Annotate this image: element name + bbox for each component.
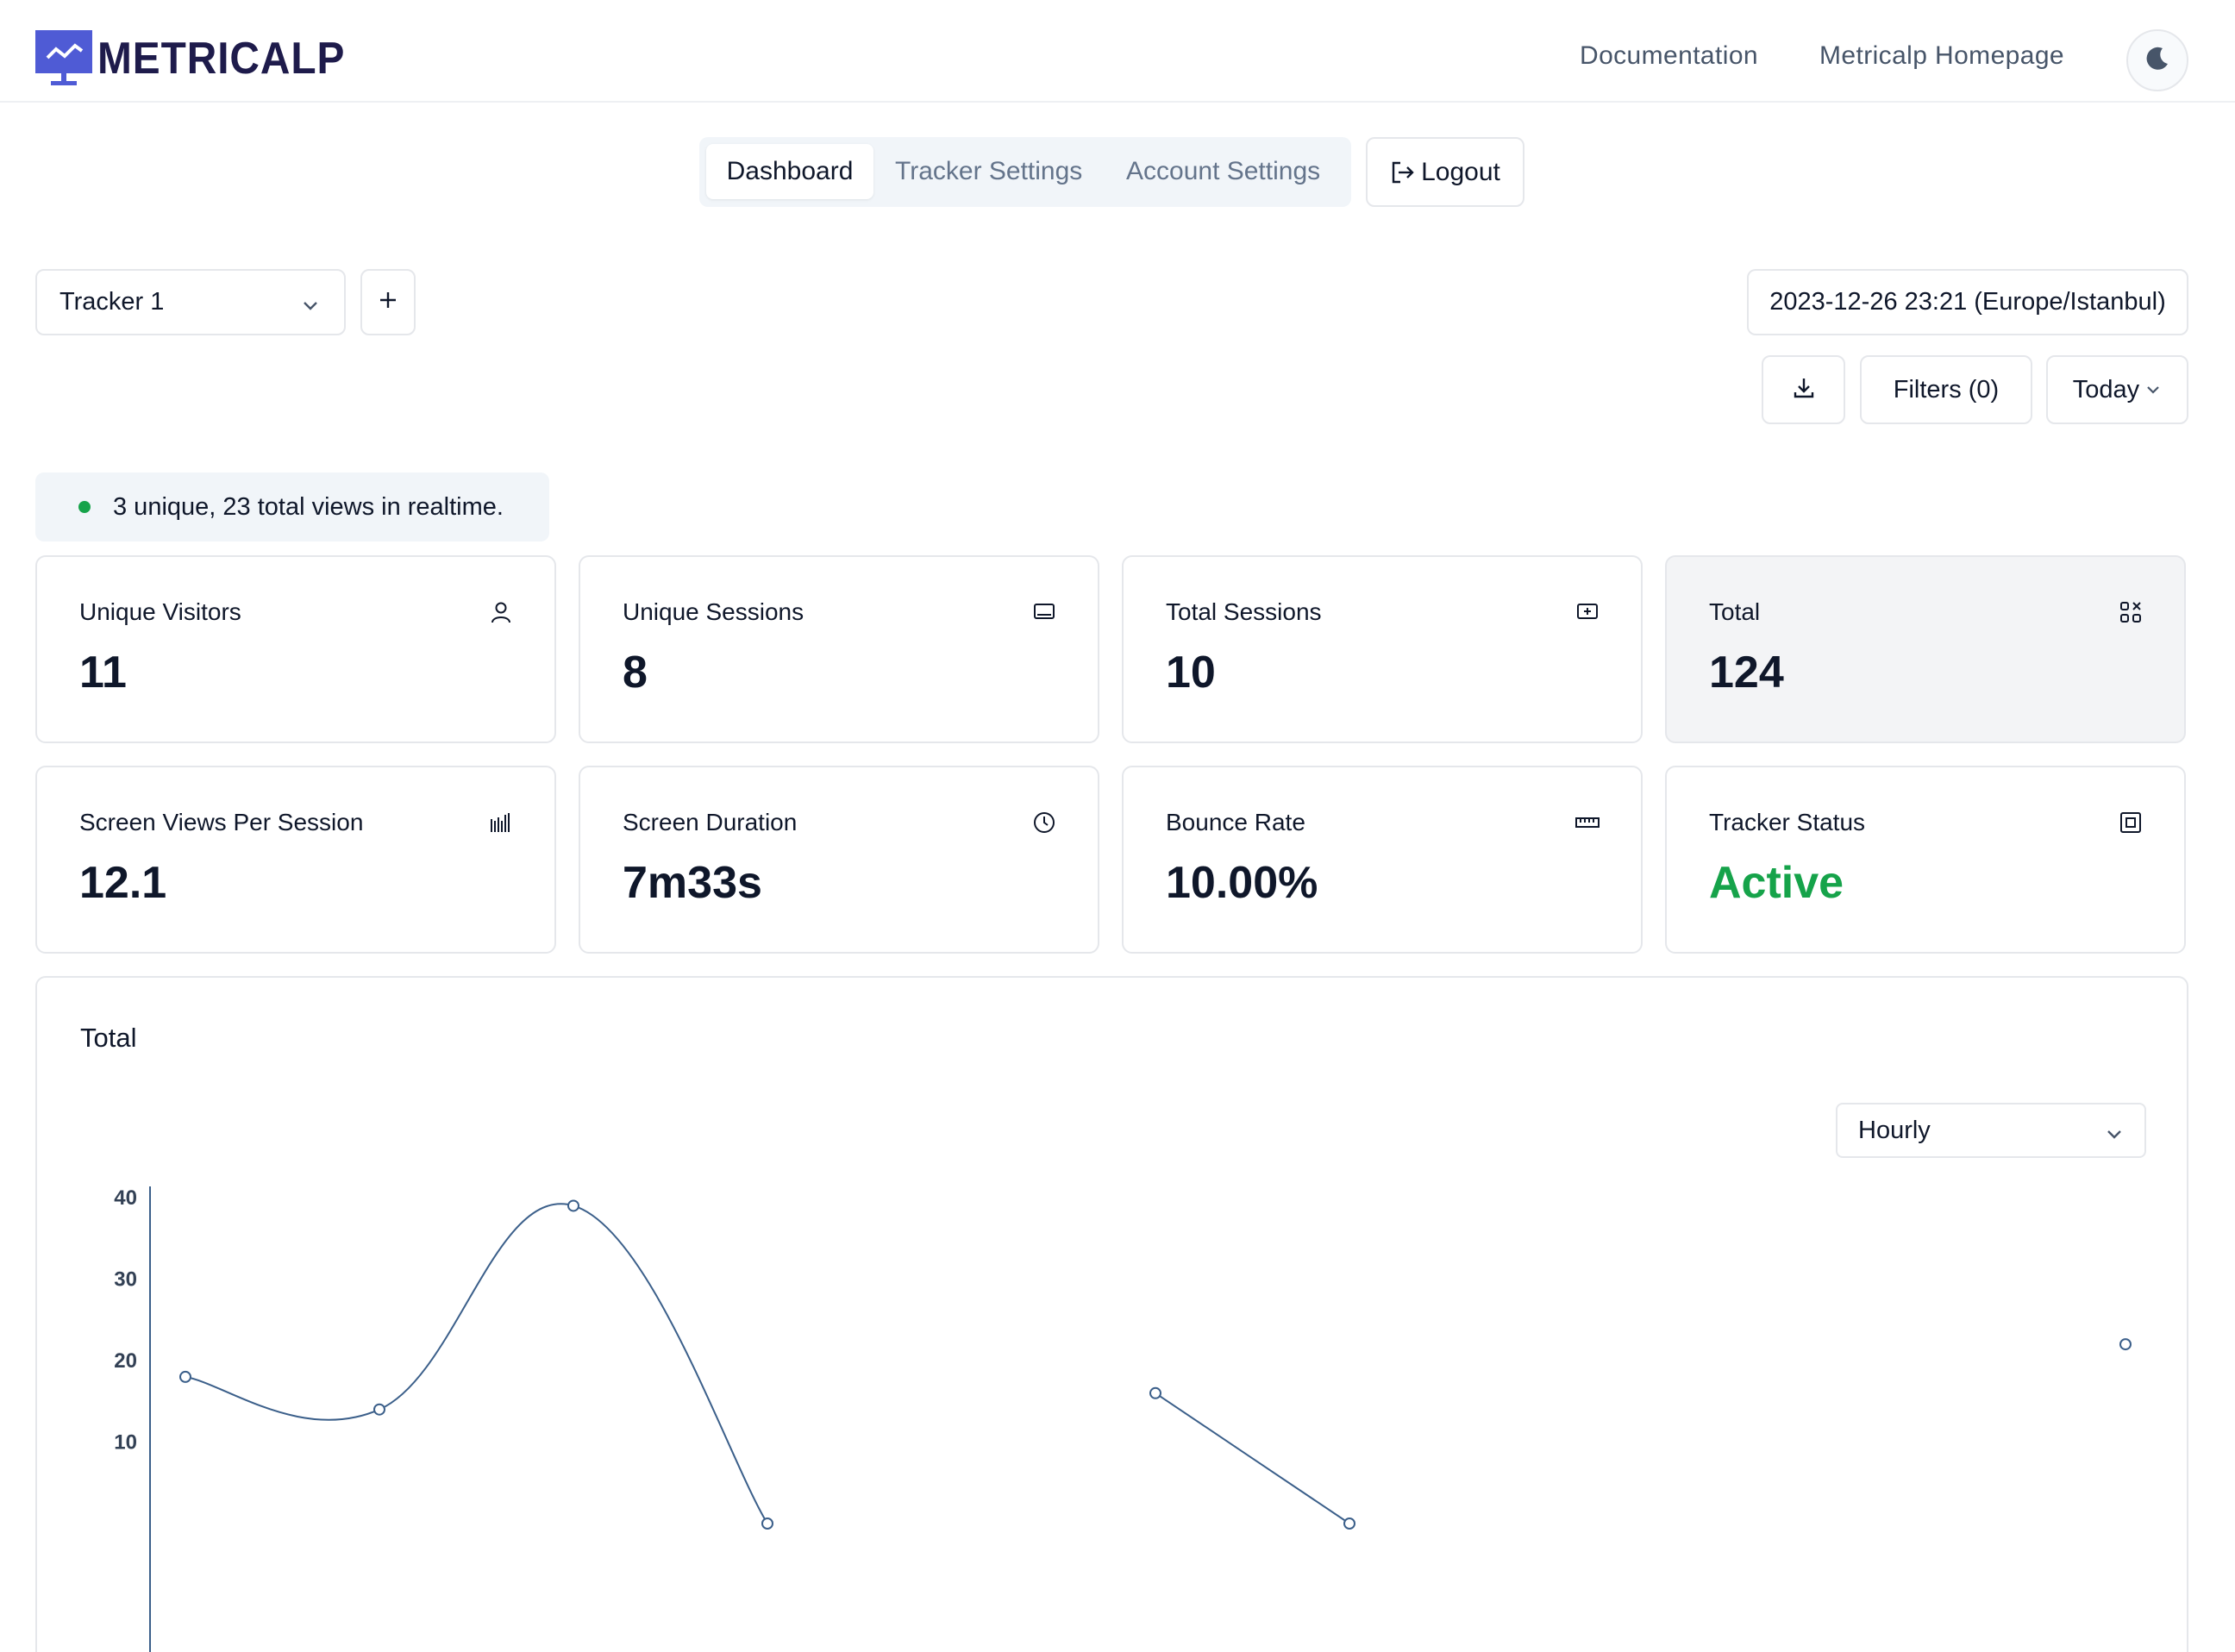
stat-value: 10.00% xyxy=(1166,858,1318,908)
interval-value: Hourly xyxy=(1858,1116,1931,1144)
stat-card-screen-views-per-session[interactable]: Screen Views Per Session 12.1 xyxy=(35,766,556,954)
filters-button[interactable]: Filters (0) xyxy=(1860,355,2032,424)
tracker-select-value: Tracker 1 xyxy=(59,288,165,316)
tab-tracker-settings[interactable]: Tracker Settings xyxy=(895,157,1083,185)
stat-value: 12.1 xyxy=(79,858,167,908)
barcode-icon xyxy=(491,813,510,832)
add-tracker-button[interactable] xyxy=(360,269,416,335)
y-tick-label: 40 xyxy=(114,1186,137,1210)
data-point[interactable] xyxy=(179,1370,191,1383)
realtime-banner: 3 unique, 23 total views in realtime. xyxy=(35,472,549,541)
documentation-link[interactable]: Documentation xyxy=(1580,41,1758,70)
stat-value: 8 xyxy=(623,648,648,698)
stat-value: 124 xyxy=(1709,648,1784,698)
clock-icon xyxy=(1034,812,1055,833)
moon-icon xyxy=(2144,45,2171,77)
stat-card-total-sessions[interactable]: Total Sessions 10 xyxy=(1122,555,1643,743)
stat-label: Unique Visitors xyxy=(79,598,241,625)
date-range-value: Today xyxy=(2072,375,2140,404)
chevron-down-icon xyxy=(2144,381,2162,398)
data-point[interactable] xyxy=(1343,1517,1355,1530)
chevron-down-icon xyxy=(2105,1122,2124,1150)
stat-label: Tracker Status xyxy=(1709,809,1866,835)
ruler-icon xyxy=(1575,817,1600,828)
interval-select[interactable]: Hourly xyxy=(1836,1103,2146,1158)
stat-card-unique-sessions[interactable]: Unique Sessions 8 xyxy=(579,555,1099,743)
current-datetime: 2023-12-26 23:21 (Europe/Istanbul) xyxy=(1747,269,2188,335)
download-icon xyxy=(1792,376,1816,404)
logout-button[interactable]: Logout xyxy=(1366,137,1524,207)
stat-card-unique-visitors[interactable]: Unique Visitors 11 xyxy=(35,555,556,743)
logout-icon xyxy=(1390,160,1416,185)
monitor-icon xyxy=(1034,604,1055,619)
y-tick-label: 20 xyxy=(114,1349,137,1373)
total-chart-card: Total Hourly 10 20 30 40 xyxy=(35,976,2188,1652)
stat-label: Screen Duration xyxy=(623,809,798,835)
stat-card-total[interactable]: Total 124 xyxy=(1665,555,2186,743)
logout-label: Logout xyxy=(1421,157,1500,186)
brand-name: METRICALP xyxy=(97,34,346,84)
apps-icon xyxy=(2120,602,2141,623)
user-icon xyxy=(491,602,510,623)
data-point[interactable] xyxy=(761,1517,773,1530)
homepage-link[interactable]: Metricalp Homepage xyxy=(1819,41,2064,70)
stat-label: Total Sessions xyxy=(1166,598,1322,625)
stat-label: Bounce Rate xyxy=(1166,809,1305,835)
tab-dashboard[interactable]: Dashboard xyxy=(706,144,873,199)
series-line xyxy=(185,1203,768,1524)
realtime-text: 3 unique, 23 total views in realtime. xyxy=(113,492,504,521)
y-tick-label: 10 xyxy=(114,1431,137,1455)
stat-label: Unique Sessions xyxy=(623,598,804,625)
stat-label: Total xyxy=(1709,598,1761,625)
stat-label: Screen Views Per Session xyxy=(79,809,364,835)
date-range-select[interactable]: Today xyxy=(2046,355,2188,424)
chart-title: Total xyxy=(80,1023,137,1053)
square-icon xyxy=(2120,812,2141,833)
monitor-chart-logo-icon xyxy=(35,30,92,87)
data-point[interactable] xyxy=(373,1403,385,1416)
stat-value: 7m33s xyxy=(623,858,762,908)
stat-value: 11 xyxy=(79,648,127,698)
plus-icon xyxy=(377,289,399,316)
stat-card-bounce-rate[interactable]: Bounce Rate 10.00% xyxy=(1122,766,1643,954)
tracker-select[interactable]: Tracker 1 xyxy=(35,269,346,335)
data-point[interactable] xyxy=(2119,1338,2132,1351)
data-point[interactable] xyxy=(1149,1386,1161,1399)
stat-card-tracker-status[interactable]: Tracker Status Active xyxy=(1665,766,2186,954)
y-tick-label: 30 xyxy=(114,1268,137,1292)
stat-value: Active xyxy=(1709,858,1844,908)
series-line xyxy=(1155,1392,1350,1524)
chevron-down-icon xyxy=(301,293,320,322)
download-button[interactable] xyxy=(1762,355,1845,424)
line-chart: 10 20 30 40 xyxy=(114,1186,2132,1652)
main-tabs: Dashboard Tracker Settings Account Setti… xyxy=(699,137,1351,207)
theme-toggle-button[interactable] xyxy=(2126,29,2188,91)
brand-logo[interactable]: METRICALP xyxy=(35,30,366,87)
stat-value: 10 xyxy=(1166,648,1216,698)
stat-card-screen-duration[interactable]: Screen Duration 7m33s xyxy=(579,766,1099,954)
top-bar: METRICALP Documentation Metricalp Homepa… xyxy=(0,0,2235,103)
add-screen-icon xyxy=(1577,604,1598,619)
data-point[interactable] xyxy=(567,1199,579,1212)
tab-account-settings[interactable]: Account Settings xyxy=(1126,157,1321,185)
live-status-dot xyxy=(78,501,91,513)
